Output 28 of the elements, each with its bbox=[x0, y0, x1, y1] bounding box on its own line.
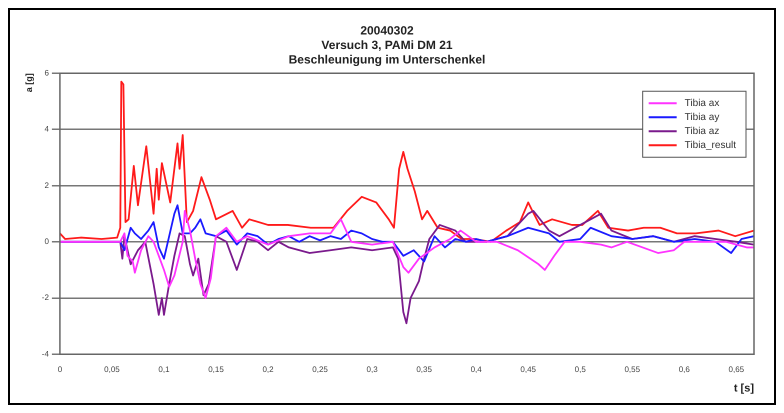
chart-title: 20040302 bbox=[360, 24, 414, 38]
x-tick-label: 0 bbox=[58, 365, 63, 374]
x-tick-label: 0,4 bbox=[470, 365, 482, 374]
x-tick-label: 0,25 bbox=[312, 365, 328, 374]
x-tick-label: 0,35 bbox=[416, 365, 432, 374]
chart-subtitle: Versuch 3, PAMi DM 21 Beschleunigung im Unterschenkel bbox=[288, 38, 486, 66]
y-tick-label: 6 bbox=[44, 68, 50, 78]
y-tick-label: 4 bbox=[44, 124, 50, 134]
y-axis-title: a [g] bbox=[24, 73, 34, 92]
legend-label: Tibia az bbox=[684, 126, 720, 137]
x-tick-label: 0,15 bbox=[208, 365, 224, 374]
y-tick-label: 2 bbox=[44, 180, 50, 190]
x-tick-label: 0,1 bbox=[158, 365, 170, 374]
legend-label: Tibia ax bbox=[684, 98, 720, 109]
x-axis-title: t [s] bbox=[734, 382, 754, 394]
x-tick-label: 0,5 bbox=[574, 365, 586, 374]
y-tick-label: -4 bbox=[42, 349, 50, 358]
x-tick-label: 0,2 bbox=[262, 365, 274, 374]
x-tick-label: 0,3 bbox=[366, 365, 378, 374]
x-tick-label: 0,6 bbox=[678, 365, 690, 374]
legend-label: Tibia ay bbox=[684, 112, 720, 123]
y-tick-label: 0 bbox=[44, 237, 50, 246]
legend-label: Tibia_result bbox=[684, 140, 736, 151]
x-tick-label: 0,65 bbox=[728, 365, 745, 374]
x-tick-label: 0,05 bbox=[104, 365, 120, 374]
x-tick-label: 0,45 bbox=[520, 365, 537, 374]
y-tick-label: -2 bbox=[42, 293, 50, 302]
x-tick-label: 0,55 bbox=[624, 365, 641, 374]
